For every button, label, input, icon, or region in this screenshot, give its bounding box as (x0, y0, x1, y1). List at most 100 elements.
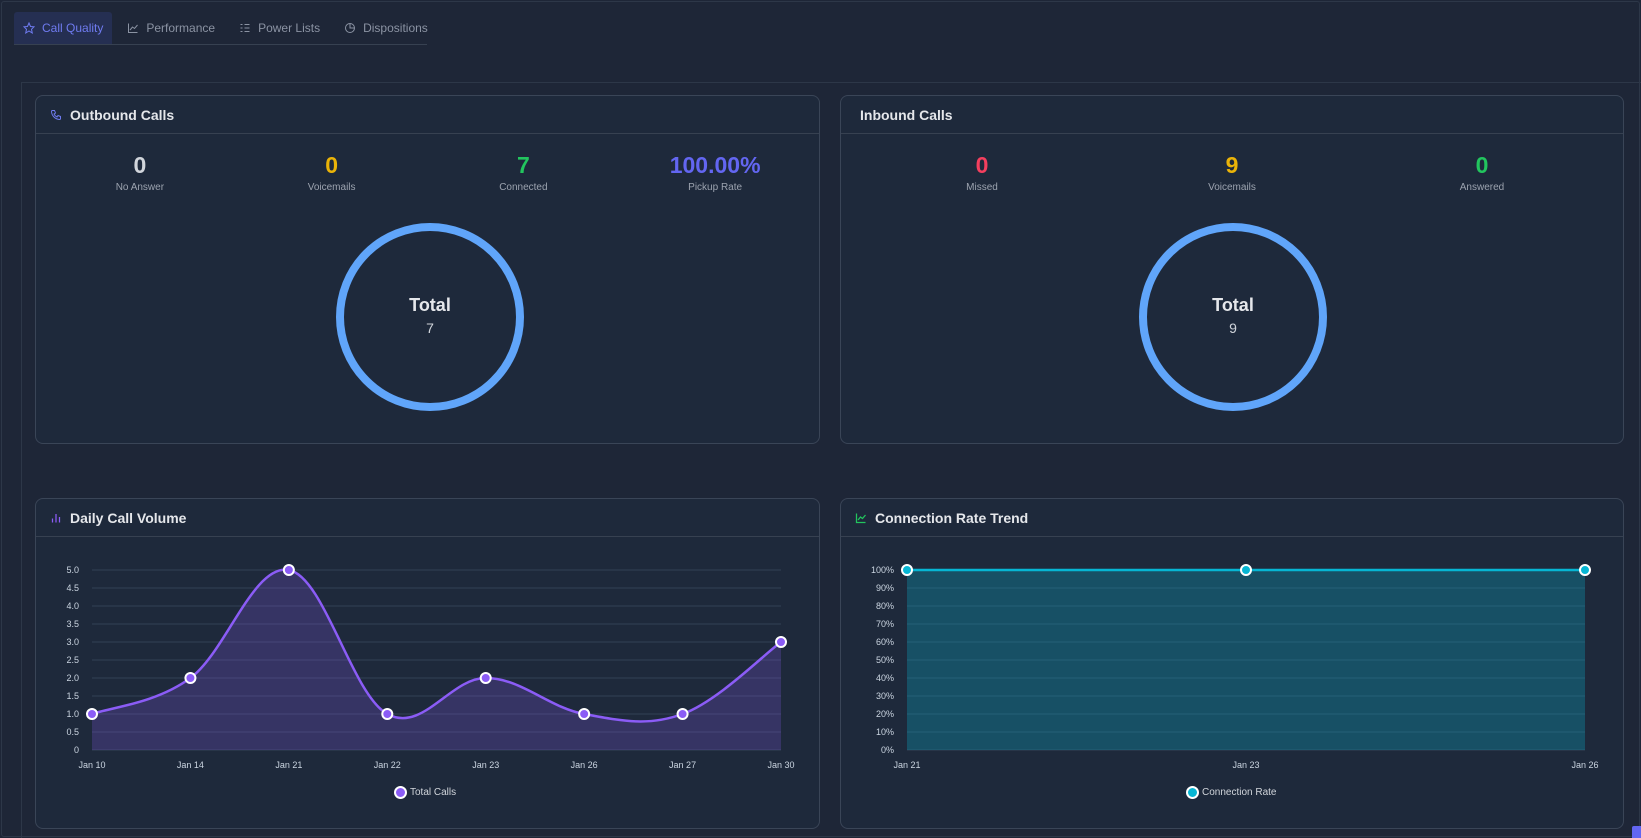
legend-marker (394, 786, 407, 799)
legend-label: Total Calls (410, 787, 457, 798)
x-tick-label: Jan 21 (275, 760, 302, 770)
y-tick-label: 4.0 (66, 601, 79, 611)
donut-title: Total (1212, 295, 1254, 315)
y-tick-label: 0 (74, 745, 79, 755)
y-tick-label: 1.5 (66, 691, 79, 701)
data-point (775, 636, 787, 648)
inbound-stats: 0 Missed 9 Voicemails 0 Answered (857, 152, 1607, 193)
data-point (86, 708, 98, 720)
data-point (578, 708, 591, 720)
stat-value: 9 (1225, 152, 1239, 178)
donut-label: Total 9 (1136, 295, 1330, 336)
y-tick-label: 2.5 (66, 655, 79, 665)
y-tick-label: 3.5 (66, 619, 79, 629)
donut-value: 7 (426, 320, 434, 336)
data-point (1579, 564, 1591, 576)
stat-label: Voicemails (1208, 182, 1256, 193)
card-header: Inbound Calls (841, 96, 1623, 134)
y-tick-label: 70% (876, 619, 894, 629)
card-header: Connection Rate Trend (841, 499, 1623, 537)
stat-missed: 0 Missed (857, 152, 1107, 193)
stat-answered: 0 Answered (1357, 152, 1607, 193)
stat-no-answer: 0 No Answer (44, 152, 236, 193)
daily-call-volume-card: Daily Call Volume 0 0.5 1.0 1.5 2.0 2.5 3.0 3.5… (35, 498, 820, 829)
x-tick-label: Jan 23 (472, 760, 499, 770)
stat-value: 0 (975, 152, 989, 178)
tab-performance[interactable]: Performance (118, 12, 224, 44)
inbound-donut: Total 9 (1136, 220, 1330, 414)
y-tick-label: 3.0 (66, 637, 79, 647)
pie-chart-icon (345, 23, 356, 33)
stat-label: Connected (499, 182, 548, 193)
card-header: Outbound Calls (36, 96, 819, 134)
data-point (282, 564, 295, 576)
data-point (1240, 564, 1252, 576)
donut-label: Total 7 (333, 295, 527, 336)
x-tick-label: Jan 21 (893, 760, 920, 770)
card-title: Connection Rate Trend (875, 509, 1029, 526)
inbound-calls-card: Inbound Calls 0 Missed 9 Voicemails 0 An… (840, 95, 1624, 444)
donut-value: 9 (1229, 320, 1237, 336)
stat-value: 7 (516, 152, 530, 178)
stat-connected: 7 Connected (428, 152, 620, 193)
outbound-stats: 0 No Answer 0 Voicemails 7 Connected 100… (44, 152, 811, 193)
x-tick-label: Jan 30 (767, 760, 794, 770)
stat-label: Answered (1459, 182, 1505, 193)
tab-label: Call Quality (42, 21, 104, 35)
card-title: Inbound Calls (860, 106, 953, 123)
legend-marker (1186, 786, 1199, 799)
trend-icon (855, 513, 866, 523)
card-title: Daily Call Volume (70, 509, 187, 526)
stat-value: 100.00% (669, 152, 761, 178)
y-tick-label: 90% (876, 583, 894, 593)
stat-label: Missed (966, 182, 998, 193)
card-title: Outbound Calls (70, 106, 175, 123)
data-point (479, 672, 492, 684)
chart-legend[interactable]: Total Calls (394, 786, 456, 799)
daily-volume-chart: 0 0.5 1.0 1.5 2.0 2.5 3.0 3.5 4.0 4.5 5.0 Jan 10 Jan… (66, 564, 795, 770)
connection-rate-chart: 0% 10% 20% 30% 40% 50% 60% 70% 80% 90% 100% Jan 21 J… (871, 564, 1599, 770)
x-tick-label: Jan 23 (1232, 760, 1259, 770)
donut-title: Total (409, 295, 451, 315)
y-tick-label: 10% (876, 727, 894, 737)
series-area (92, 569, 781, 750)
tab-label: Power Lists (258, 21, 321, 35)
legend-label: Connection Rate (1202, 787, 1277, 798)
data-point (184, 672, 197, 684)
y-tick-label: 80% (876, 601, 894, 611)
connection-rate-card: Connection Rate Trend 0% 10% 20% 30% 40% 50% 6… (840, 498, 1624, 829)
stat-voicemails: 9 Voicemails (1107, 152, 1357, 193)
x-tick-label: Jan 10 (78, 760, 105, 770)
line-chart-icon (128, 23, 139, 33)
phone-icon (50, 109, 61, 120)
stat-label: No Answer (115, 182, 165, 193)
y-tick-label: 0% (881, 745, 894, 755)
series-line (91, 568, 782, 723)
y-tick-label: 60% (876, 637, 894, 647)
y-tick-label: 50% (876, 655, 894, 665)
x-tick-label: Jan 26 (1571, 760, 1598, 770)
chart-legend[interactable]: Connection Rate (1186, 786, 1277, 799)
series-area (907, 570, 1585, 750)
stat-label: Pickup Rate (688, 182, 743, 193)
x-tick-label: Jan 14 (177, 760, 204, 770)
tab-call-quality[interactable]: Call Quality (14, 12, 113, 44)
tab-bar: Call Quality Performance Power Lists Dis… (14, 12, 428, 45)
tab-label: Dispositions (363, 21, 428, 35)
y-tick-label: 4.5 (66, 583, 79, 593)
stat-value: 0 (325, 152, 339, 178)
x-tick-label: Jan 22 (374, 760, 401, 770)
outbound-donut: Total 7 (333, 220, 527, 414)
tab-power-lists[interactable]: Power Lists (230, 12, 329, 44)
stat-value: 0 (133, 152, 147, 178)
stat-voicemails: 0 Voicemails (236, 152, 428, 193)
x-tick-label: Jan 26 (571, 760, 598, 770)
donut-ring (1139, 223, 1327, 411)
donut-ring (336, 223, 524, 411)
data-point (901, 564, 913, 576)
outbound-calls-card: Outbound Calls 0 No Answer 0 Voicemails … (35, 95, 820, 444)
tab-dispositions[interactable]: Dispositions (335, 12, 437, 44)
stat-pickup-rate: 100.00% Pickup Rate (619, 152, 811, 193)
y-tick-label: 30% (876, 691, 894, 701)
